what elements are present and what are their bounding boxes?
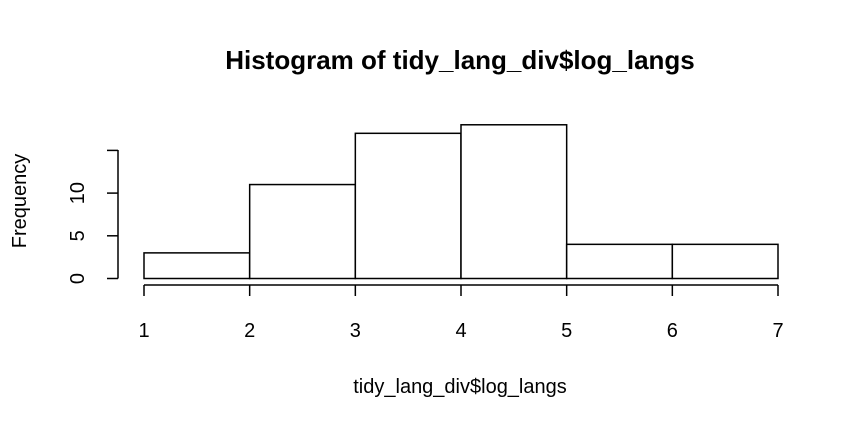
bars-group xyxy=(143,124,779,280)
histogram-bar xyxy=(460,124,568,280)
x-tick-label: 4 xyxy=(455,320,466,342)
x-tick-label: 1 xyxy=(138,320,149,342)
x-tick-label: 6 xyxy=(667,320,678,342)
histogram-bar xyxy=(565,243,674,280)
x-axis: 1 2 3 4 5 6 7 xyxy=(138,284,784,342)
x-axis-label: tidy_lang_div$log_langs xyxy=(353,376,567,398)
x-tick-label: 3 xyxy=(350,320,361,342)
y-tick-label: 0 xyxy=(67,273,89,284)
chart-title: Histogram of tidy_lang_div$log_langs xyxy=(225,45,695,75)
histogram-bar xyxy=(354,132,462,280)
x-tick-label: 7 xyxy=(772,320,783,342)
y-tick-label: 10 xyxy=(67,182,89,204)
histogram-bar xyxy=(143,252,251,280)
y-tick-label: 5 xyxy=(67,230,89,241)
y-axis-label: Frequency xyxy=(9,154,31,249)
y-axis: 0 5 10 xyxy=(67,149,119,284)
histogram-bar xyxy=(248,183,357,280)
x-tick-label: 2 xyxy=(244,320,255,342)
histogram-bar xyxy=(671,243,779,280)
x-tick-label: 5 xyxy=(561,320,572,342)
